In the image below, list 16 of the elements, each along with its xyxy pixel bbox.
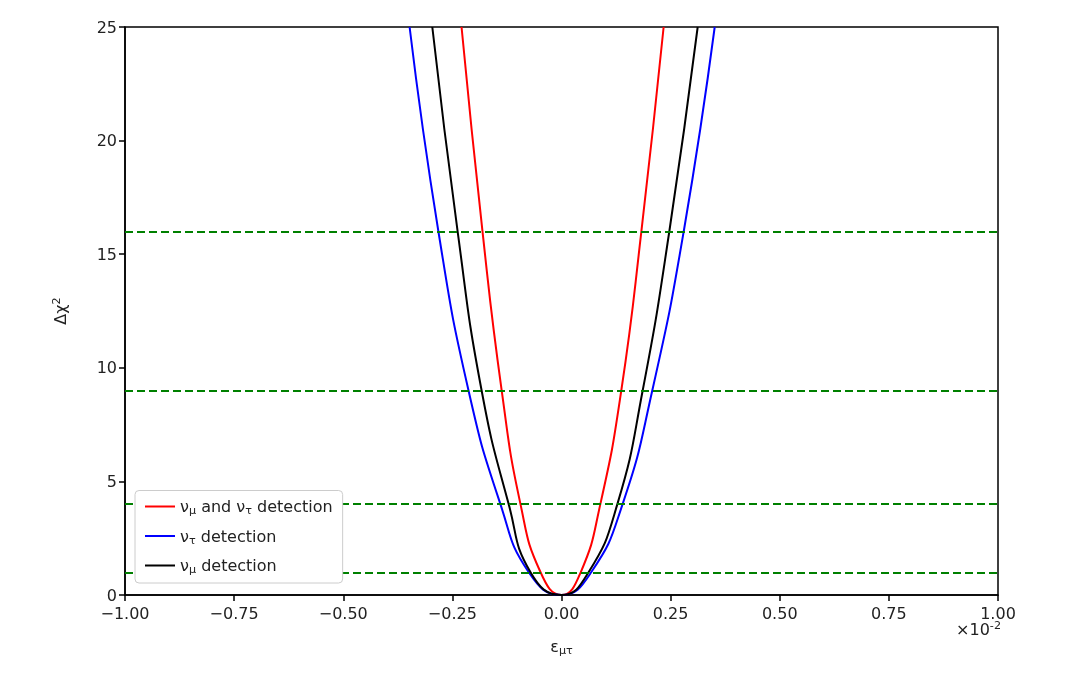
x-tick-label: −0.50 xyxy=(318,603,368,623)
y-tick-label: 0 xyxy=(106,585,117,605)
line-series xyxy=(460,26,665,596)
x-tick-label: 0.50 xyxy=(761,603,798,623)
x-tick-label: 0.00 xyxy=(543,603,580,623)
x-tick-label: 0.25 xyxy=(652,603,689,623)
y-tick-label: 5 xyxy=(106,471,117,491)
y-tick-label: 10 xyxy=(96,358,117,378)
y-tick-label: 15 xyxy=(96,244,117,264)
y-tick-label: 20 xyxy=(96,131,117,151)
y-tick-label: 25 xyxy=(96,17,117,37)
y-axis-title: Δχ2 xyxy=(50,297,70,325)
x-tick-label: 0.75 xyxy=(871,603,907,623)
x-tick-label: −0.75 xyxy=(209,603,259,623)
x-tick-label: −1.00 xyxy=(100,603,150,623)
x-tick-label: −0.25 xyxy=(427,603,477,623)
